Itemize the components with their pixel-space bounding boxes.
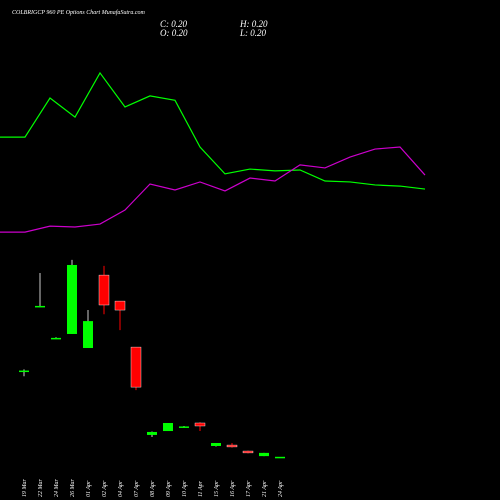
candle-body [194, 422, 206, 427]
ohlc-high: H: 0.20 [239, 19, 268, 29]
candle-body [275, 456, 285, 459]
candle-body [163, 422, 173, 432]
candle-body [83, 321, 93, 349]
candle-body [242, 450, 254, 454]
x-tick-label: 02 Apr [102, 480, 108, 497]
indicator-line [0, 71, 426, 190]
candle-body [67, 264, 77, 334]
x-tick-label: 26 Mar [70, 479, 76, 497]
x-tick-label: 17 Apr [246, 480, 252, 497]
x-tick-label: 11 Apr [198, 480, 204, 497]
candle-body [226, 444, 238, 448]
ohlc-close: C: 0.20 [160, 19, 188, 29]
x-tick-label: 22 Mar [38, 479, 44, 497]
candle-body [35, 305, 45, 308]
candle-body [130, 346, 142, 388]
x-tick-label: 15 Apr [214, 480, 220, 497]
ohlc-open: O: 0.20 [160, 28, 188, 38]
x-tick-label: 07 Apr [134, 480, 140, 497]
candle-body [259, 452, 269, 457]
x-tick-label: 16 Apr [230, 480, 236, 497]
candle-body [211, 443, 221, 446]
ohlc-low: L: 0.20 [239, 28, 267, 38]
candle-body [98, 274, 110, 306]
x-tick-label: 08 Apr [150, 480, 156, 497]
chart-title: COLBRIGCP 960 PE Options Chart MunafaSut… [12, 9, 146, 16]
x-tick-label: 24 Mar [53, 479, 60, 497]
x-tick-label: 01 Apr [86, 480, 92, 497]
candle-body [19, 370, 29, 373]
candle-body [114, 300, 126, 311]
candle-body [51, 337, 61, 340]
indicator-line [0, 146, 426, 233]
x-tick-label: 10 Apr [182, 480, 188, 497]
x-tick-label: 24 Apr [277, 480, 284, 497]
candle-body [147, 431, 157, 435]
x-tick-label: 09 Apr [166, 480, 172, 497]
x-tick-label: 21 Apr [262, 480, 268, 497]
x-tick-label: 04 Apr [117, 480, 124, 497]
x-tick-label: 19 Mar [22, 479, 28, 497]
candle-body [179, 426, 189, 428]
